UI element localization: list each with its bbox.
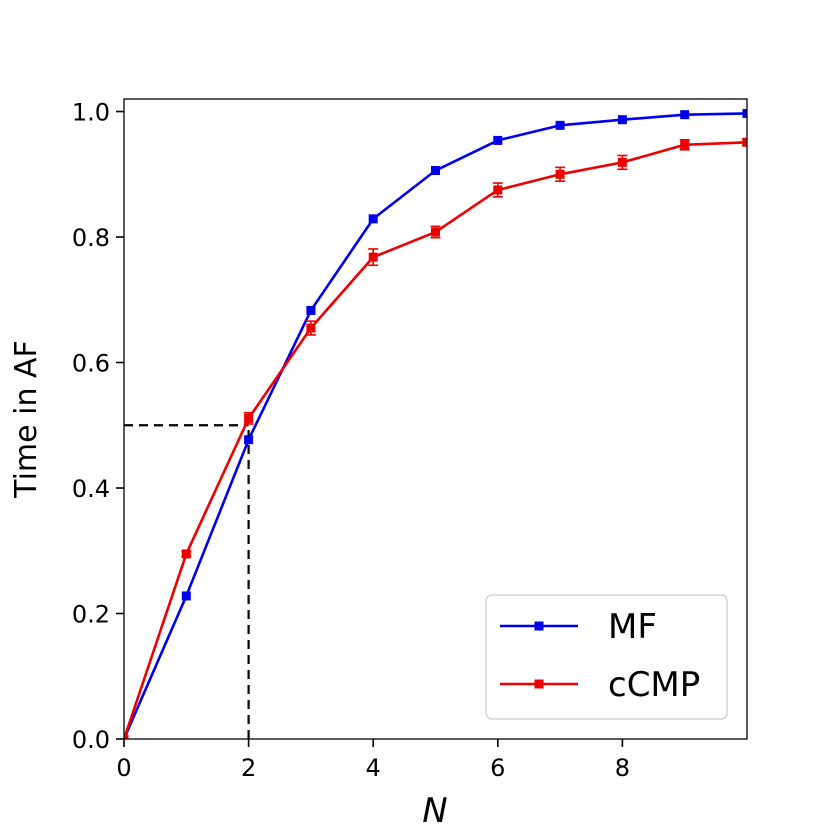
data-point-ccmp xyxy=(680,140,690,150)
y-tick-label: 0.2 xyxy=(72,601,110,629)
x-tick-label: 6 xyxy=(490,754,505,782)
y-tick-label: 0.8 xyxy=(72,224,110,252)
x-tick-label: 8 xyxy=(615,754,630,782)
data-point-ccmp xyxy=(617,157,627,167)
legend-marker-ccmp xyxy=(534,679,544,689)
data-point-ccmp xyxy=(742,137,747,147)
data-point-ccmp xyxy=(244,413,254,423)
y-axis-title: Time in AF xyxy=(9,340,44,499)
reference-lines xyxy=(124,424,250,739)
axis-ticks: 0 2 4 6 8 0.0 0.2 0.4 0.6 0.8 1.0 xyxy=(72,99,630,782)
data-point-mf xyxy=(680,110,690,120)
legend-label-mf: MF xyxy=(608,607,657,647)
series-mf xyxy=(124,108,747,739)
data-point-ccmp xyxy=(493,185,503,195)
data-point-mf xyxy=(306,305,316,315)
data-point-ccmp xyxy=(124,734,129,739)
x-tick-label: 2 xyxy=(241,754,256,782)
data-point-mf xyxy=(181,591,191,601)
data-point-mf xyxy=(493,135,503,145)
data-point-ccmp xyxy=(181,549,191,559)
y-tick-label: 0.0 xyxy=(72,726,110,754)
x-tick-label: 0 xyxy=(116,754,131,782)
series-layer xyxy=(124,108,747,739)
series-ccmp xyxy=(124,137,747,739)
data-point-mf xyxy=(555,120,565,130)
data-point-ccmp xyxy=(368,252,378,262)
legend-entry-ccmp: cCMP xyxy=(500,665,700,705)
y-tick-label: 0.4 xyxy=(72,475,110,503)
legend: MF cCMP xyxy=(485,594,728,720)
legend-label-ccmp: cCMP xyxy=(608,665,700,705)
y-tick-label: 1.0 xyxy=(72,99,110,127)
legend-entry-mf: MF xyxy=(500,607,657,647)
data-point-ccmp xyxy=(555,169,565,179)
x-axis-title: N xyxy=(422,791,447,830)
data-point-mf xyxy=(742,108,747,118)
data-point-mf xyxy=(617,115,627,125)
data-point-mf xyxy=(368,214,378,224)
legend-marker-mf xyxy=(534,621,544,631)
y-tick-label: 0.6 xyxy=(72,350,110,378)
x-tick-label: 4 xyxy=(366,754,381,782)
data-point-mf xyxy=(431,166,440,176)
data-point-ccmp xyxy=(431,227,440,237)
data-point-mf xyxy=(244,435,254,445)
plot-frame xyxy=(123,98,748,740)
data-point-ccmp xyxy=(306,323,316,333)
